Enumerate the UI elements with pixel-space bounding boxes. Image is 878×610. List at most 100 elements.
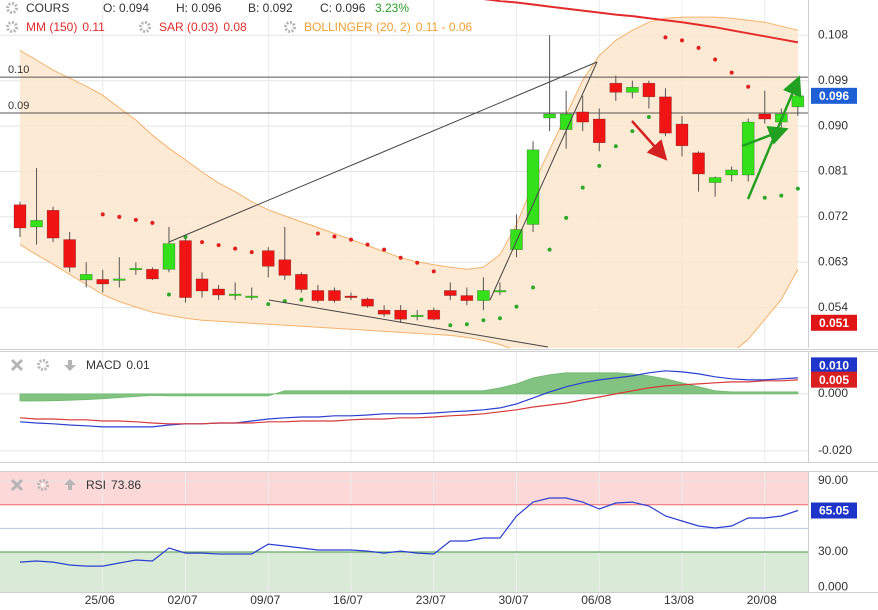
y-tick-label: 0.054 xyxy=(818,300,848,314)
y-tick-label: 0.072 xyxy=(818,209,848,223)
candle-body xyxy=(146,269,159,280)
move-up-icon xyxy=(64,479,76,490)
zone xyxy=(0,472,808,505)
x-tick-label: 09/07 xyxy=(250,593,280,607)
sar-dot xyxy=(398,255,403,260)
candle-body xyxy=(96,279,110,285)
sar-dot xyxy=(431,269,436,274)
candle-body xyxy=(278,259,292,276)
candle-body xyxy=(626,86,639,93)
candle-body xyxy=(361,298,374,307)
sar-dot xyxy=(200,240,205,245)
sar-dot xyxy=(382,247,387,252)
sar-dot xyxy=(315,231,320,236)
indicator-name: MM (150) xyxy=(26,20,77,34)
bollinger-fill xyxy=(20,17,798,348)
price-tag xyxy=(811,357,857,374)
sar-dot xyxy=(580,185,585,190)
y-tick-label: 0.099 xyxy=(818,73,848,87)
candle-body xyxy=(576,111,590,123)
sar-dot xyxy=(481,318,486,323)
legend-ohlc: O: 0.094 xyxy=(103,1,149,15)
arrow xyxy=(631,120,668,161)
frame xyxy=(0,0,878,593)
panel-title-value: 0.01 xyxy=(126,358,150,372)
gear-icon xyxy=(284,21,296,33)
candle-body xyxy=(543,113,556,119)
candle-body xyxy=(758,113,772,120)
gear-icon xyxy=(37,479,49,491)
drawings xyxy=(168,61,802,348)
candle-body xyxy=(13,204,27,229)
sar-dot xyxy=(464,322,469,327)
trend-line xyxy=(268,299,549,348)
sar-dot xyxy=(150,220,155,225)
y-tick-label: 30.00 xyxy=(818,544,848,558)
panel-title-value: 73.86 xyxy=(111,478,141,492)
legend-ohlc: B: 0.092 xyxy=(248,1,293,15)
sar-dot xyxy=(613,144,618,149)
candle-body xyxy=(427,309,441,320)
trend-line xyxy=(489,61,598,301)
candle-body xyxy=(46,210,60,239)
candle-body xyxy=(228,293,242,296)
x-tick-label: 30/07 xyxy=(498,593,528,607)
legend-name: COURS xyxy=(26,1,69,15)
y-tick-label: 0.000 xyxy=(818,580,848,594)
series-line xyxy=(19,379,798,425)
panel-title: RSI xyxy=(86,478,106,492)
gear-hole xyxy=(10,25,14,29)
close-icon xyxy=(10,478,24,492)
sar-dot xyxy=(630,129,635,134)
gear-hole xyxy=(288,25,292,29)
candle-body xyxy=(179,240,192,298)
plot-layer: 0.108 0.099 0.090 0.081 0.072 0.063 0.054 0.10 0… xyxy=(0,0,857,607)
sar-dot xyxy=(233,246,238,251)
x-tick-label: 13/08 xyxy=(664,593,694,607)
legend-ohlc: C: 0.096 xyxy=(320,1,366,15)
y-tick-label: 0.090 xyxy=(818,118,848,132)
gear-hole xyxy=(41,363,45,367)
candle-body xyxy=(493,290,507,293)
candle-body xyxy=(642,82,656,98)
level-label: 0.10 xyxy=(8,64,29,76)
candle-body xyxy=(692,152,705,175)
price-tag xyxy=(811,502,857,519)
candle-body xyxy=(63,239,76,268)
candle-body xyxy=(245,295,258,298)
zone xyxy=(0,552,808,592)
y-tick-label: 0.108 xyxy=(818,27,848,41)
price-tag-label: 0.051 xyxy=(819,316,849,330)
series-line xyxy=(19,370,798,428)
candle-body xyxy=(460,295,474,301)
trend-line xyxy=(168,61,598,243)
y-tick-label: 90.00 xyxy=(818,473,848,487)
sar-dot xyxy=(349,237,353,242)
gear-hole xyxy=(10,6,14,10)
x-tick-label: 23/07 xyxy=(416,593,446,607)
panel-title: MACD xyxy=(86,358,122,372)
candle-body xyxy=(195,278,209,292)
gear-icon xyxy=(6,21,18,33)
candle-body xyxy=(328,290,341,301)
candle-body xyxy=(113,278,126,281)
legend-change: 3.23% xyxy=(375,1,409,15)
level-label: 0.09 xyxy=(8,100,29,112)
sar-dot xyxy=(746,84,751,89)
candle-body xyxy=(477,290,490,301)
move-down-icon xyxy=(64,360,76,371)
price-tag-label: 65.05 xyxy=(819,504,849,518)
gear-icon xyxy=(37,359,49,371)
gear-icon xyxy=(139,21,151,33)
panel xyxy=(0,472,808,592)
price-tag-label: 0.005 xyxy=(819,373,849,387)
bollinger-lower xyxy=(19,244,799,348)
bollinger-upper xyxy=(19,16,799,270)
sar-dot xyxy=(100,212,105,217)
candle-body xyxy=(30,220,43,228)
sar-dot xyxy=(183,235,188,240)
indicator-name: BOLLINGER (20, 2) xyxy=(304,20,411,34)
indicator-name: SAR (0.03) xyxy=(159,20,218,34)
y-tick-label: 0.000 xyxy=(818,386,848,400)
